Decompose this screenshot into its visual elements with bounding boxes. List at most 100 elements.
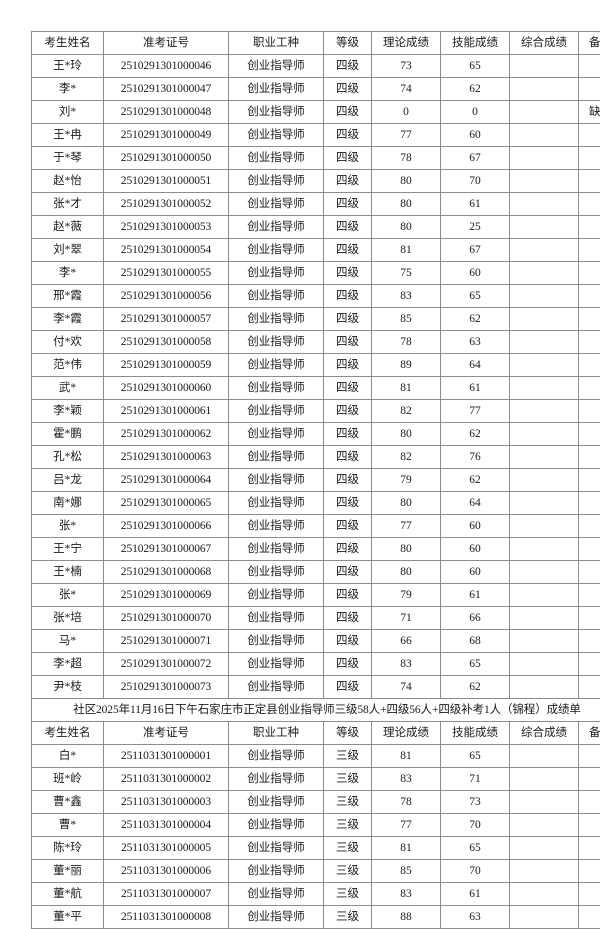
cell-level: 四级 [324,492,372,515]
cell-level: 三级 [324,814,372,837]
cell-name: 李*颖 [32,400,104,423]
cell-theory: 89 [372,354,441,377]
cell-name: 张* [32,584,104,607]
cell-level: 四级 [324,469,372,492]
cell-skill: 71 [441,768,510,791]
cell-level: 四级 [324,676,372,699]
cell-theory: 83 [372,653,441,676]
cell-id: 2510291301000072 [104,653,229,676]
cell-theory: 80 [372,538,441,561]
cell-level: 四级 [324,55,372,78]
cell-total [510,676,579,699]
table-header-row-section-one: 考生姓名 准考证号 职业工种 等级 理论成绩 技能成绩 综合成绩 备注 [32,32,600,55]
cell-theory: 0 [372,101,441,124]
cell-skill: 62 [441,78,510,101]
cell-skill: 60 [441,262,510,285]
cell-id: 2510291301000058 [104,331,229,354]
score-table-body: 考生姓名 准考证号 职业工种 等级 理论成绩 技能成绩 综合成绩 备注 王*玲2… [32,32,600,929]
cell-id: 2510291301000070 [104,607,229,630]
cell-name: 班*岭 [32,768,104,791]
cell-remark [579,354,600,377]
cell-level: 四级 [324,354,372,377]
cell-level: 三级 [324,768,372,791]
cell-remark [579,446,600,469]
cell-theory: 85 [372,860,441,883]
cell-id: 2510291301000059 [104,354,229,377]
cell-id: 2510291301000052 [104,193,229,216]
column-header-theory-2: 理论成绩 [372,722,441,745]
banner-row: 社区2025年11月16日下午石家庄市正定县创业指导师三级58人+四级56人+四… [32,699,600,722]
cell-theory: 66 [372,630,441,653]
cell-job: 创业指导师 [229,745,324,768]
cell-job: 创业指导师 [229,170,324,193]
column-header-remark-2: 备注 [579,722,600,745]
column-header-id: 准考证号 [104,32,229,55]
cell-name: 刘* [32,101,104,124]
cell-level: 四级 [324,561,372,584]
cell-theory: 75 [372,262,441,285]
cell-theory: 77 [372,124,441,147]
cell-theory: 77 [372,814,441,837]
cell-name: 赵*薇 [32,216,104,239]
cell-level: 四级 [324,78,372,101]
cell-level: 三级 [324,860,372,883]
cell-name: 范*伟 [32,354,104,377]
cell-total [510,538,579,561]
cell-name: 李* [32,262,104,285]
cell-id: 2511031301000005 [104,837,229,860]
cell-job: 创业指导师 [229,55,324,78]
cell-theory: 83 [372,883,441,906]
cell-level: 四级 [324,630,372,653]
cell-total [510,262,579,285]
cell-skill: 60 [441,538,510,561]
cell-remark [579,400,600,423]
cell-theory: 82 [372,446,441,469]
cell-job: 创业指导师 [229,469,324,492]
cell-theory: 79 [372,469,441,492]
cell-skill: 68 [441,630,510,653]
cell-name: 董*航 [32,883,104,906]
cell-id: 2510291301000073 [104,676,229,699]
cell-job: 创业指导师 [229,193,324,216]
cell-skill: 77 [441,400,510,423]
cell-remark [579,860,600,883]
cell-name: 尹*枝 [32,676,104,699]
cell-remark [579,78,600,101]
cell-theory: 80 [372,216,441,239]
cell-theory: 81 [372,239,441,262]
cell-name: 张*培 [32,607,104,630]
cell-skill: 62 [441,308,510,331]
cell-name: 于*琴 [32,147,104,170]
cell-name: 赵*怡 [32,170,104,193]
cell-total [510,814,579,837]
cell-total [510,308,579,331]
cell-level: 四级 [324,515,372,538]
cell-total [510,78,579,101]
cell-name: 南*娜 [32,492,104,515]
cell-name: 霍*鹏 [32,423,104,446]
cell-skill: 0 [441,101,510,124]
cell-level: 四级 [324,653,372,676]
cell-total [510,906,579,929]
cell-theory: 82 [372,400,441,423]
cell-total [510,469,579,492]
cell-remark [579,170,600,193]
cell-level: 四级 [324,423,372,446]
cell-level: 四级 [324,262,372,285]
cell-skill: 63 [441,331,510,354]
cell-skill: 64 [441,492,510,515]
cell-job: 创业指导师 [229,860,324,883]
cell-skill: 65 [441,653,510,676]
